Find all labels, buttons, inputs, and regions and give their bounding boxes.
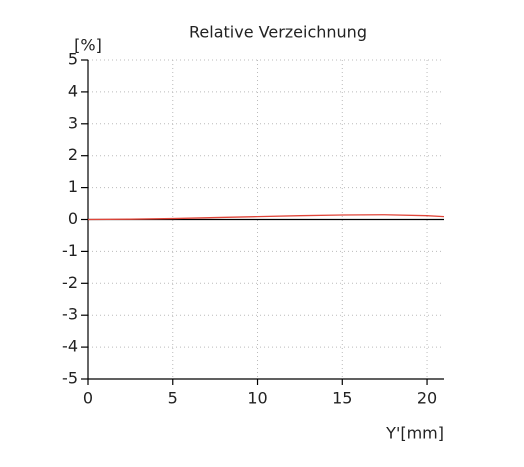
x-tick-label: 0: [83, 389, 93, 408]
y-tick-label: -1: [62, 241, 78, 260]
chart-title: Relative Verzeichnung: [189, 23, 367, 42]
x-tick-label: 5: [168, 389, 178, 408]
y-tick-label: -4: [62, 337, 78, 356]
y-tick-label: -5: [62, 369, 78, 388]
y-tick-label: -3: [62, 305, 78, 324]
y-tick-label: 3: [68, 113, 78, 132]
data-line: [87, 214, 445, 221]
y-tick-label: 4: [68, 81, 78, 100]
x-axis-label: Y'[mm]: [385, 424, 444, 443]
x-tick-label: 20: [417, 389, 437, 408]
y-tick-label: 1: [68, 177, 78, 196]
y-tick-label: 2: [68, 145, 78, 164]
x-tick-label: 15: [332, 389, 352, 408]
y-axis-label: [%]: [74, 36, 102, 55]
y-tick-label: -2: [62, 273, 78, 292]
y-tick-label: 5: [68, 50, 78, 69]
y-tick-label: 0: [68, 209, 78, 228]
x-tick-label: 10: [247, 389, 267, 408]
